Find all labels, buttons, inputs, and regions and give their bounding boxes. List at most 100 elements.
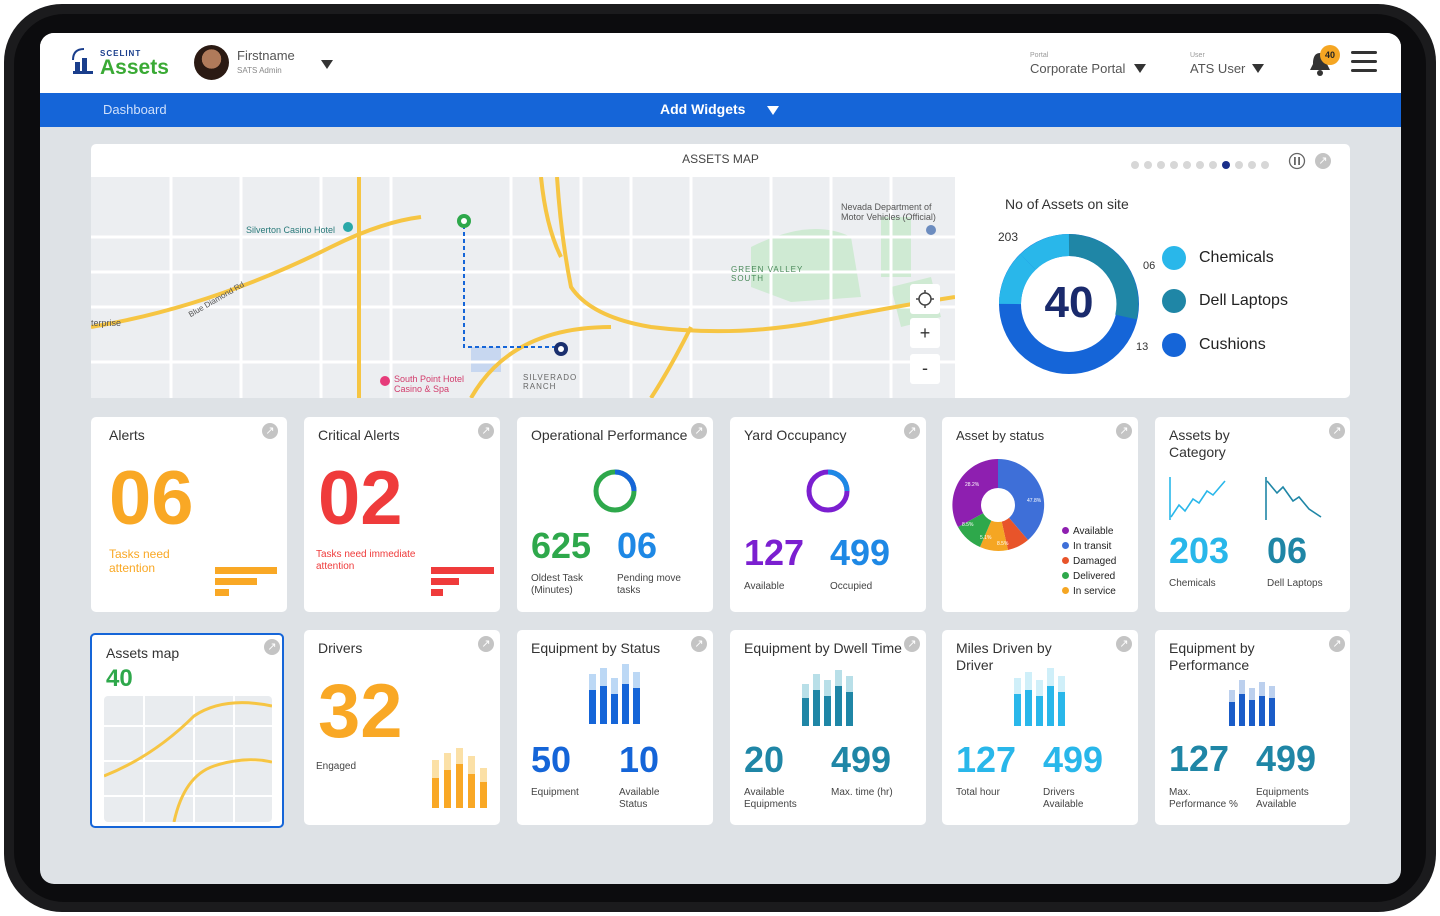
carousel-dot[interactable]: [1144, 161, 1152, 169]
logo-product-text: Assets: [100, 56, 169, 79]
occupied-value: 499: [830, 532, 891, 573]
legend-swatch: [1162, 289, 1186, 313]
zoom-in-button[interactable]: +: [910, 318, 940, 348]
pause-icon[interactable]: [1288, 152, 1306, 170]
legend-chemicals: Chemicals: [1162, 246, 1274, 270]
widget-title: Yard Occupancy: [744, 427, 847, 443]
miles-driven-widget[interactable]: Miles Driven by Driver ↗ 127 499 Total h…: [942, 630, 1138, 825]
legend-label: Available: [1073, 526, 1114, 537]
critical-caption: Tasks need immediate attention: [316, 549, 416, 572]
expand-icon[interactable]: ↗: [1116, 636, 1132, 652]
available-label: Available: [744, 581, 785, 592]
widget-title: Assets map: [106, 645, 180, 661]
carousel-dot[interactable]: [1131, 161, 1139, 169]
carousel-dots[interactable]: [1131, 156, 1274, 174]
bar-chart-icon: [1014, 668, 1065, 726]
menu-icon[interactable]: [1351, 51, 1377, 75]
bar-decor: [431, 567, 494, 574]
available-status-label: Available Status: [619, 787, 660, 810]
equipment-by-status-widget[interactable]: Equipment by Status ↗ 50 10 Equipment Av…: [517, 630, 713, 825]
total-hour-value: 127: [956, 739, 1017, 780]
carousel-dot[interactable]: [1222, 161, 1230, 169]
bar-decor: [431, 578, 459, 585]
trend-down-icon: [1265, 477, 1322, 520]
expand-icon[interactable]: ↗: [264, 639, 280, 655]
widget-title: Equipment by Performance: [1169, 640, 1255, 673]
drivers-widget[interactable]: Drivers ↗ 32 Engaged: [304, 630, 500, 825]
portal-select[interactable]: Corporate Portal: [1030, 61, 1126, 76]
user-select[interactable]: ATS User: [1190, 61, 1246, 76]
expand-icon[interactable]: ↗: [1329, 423, 1345, 439]
chevron-down-icon[interactable]: [1134, 64, 1146, 73]
locate-button[interactable]: [910, 284, 940, 314]
assets-map-count: 40: [106, 665, 133, 692]
max-performance-label: Max. Performance %: [1169, 787, 1238, 810]
bar-decor: [431, 589, 443, 596]
equipments-available-label: Equipments Available: [1256, 787, 1309, 810]
carousel-dot[interactable]: [1157, 161, 1165, 169]
asset-by-status-widget[interactable]: Asset by status ↗ 28.2% 47.8% 8.5% 5.1% …: [942, 417, 1138, 612]
app-logo[interactable]: SCELINT Assets: [68, 43, 178, 83]
zoom-out-button[interactable]: -: [910, 354, 940, 384]
donut-total: 40: [1044, 278, 1094, 327]
operational-performance-widget[interactable]: Operational Performance ↗ 625 06 Oldest …: [517, 417, 713, 612]
equipment-by-dwell-time-widget[interactable]: Equipment by Dwell Time ↗ 20 499 Availab…: [730, 630, 926, 825]
assets-map-view[interactable]: Silverton Casino Hotel Nevada Department…: [91, 177, 955, 398]
critical-alerts-widget[interactable]: Critical Alerts ↗ 02 Tasks need immediat…: [304, 417, 500, 612]
expand-icon[interactable]: ↗: [904, 423, 920, 439]
carousel-dot[interactable]: [1183, 161, 1191, 169]
expand-icon[interactable]: ↗: [691, 636, 707, 652]
expand-icon[interactable]: ↗: [1116, 423, 1132, 439]
expand-icon[interactable]: ↗: [1329, 636, 1345, 652]
bar-chart-icon: [589, 664, 640, 724]
drivers-count: 32: [318, 669, 403, 754]
widget-title: Operational Performance: [531, 427, 688, 443]
expand-icon[interactable]: ↗: [262, 423, 278, 439]
carousel-dot[interactable]: [1248, 161, 1256, 169]
expand-icon[interactable]: ↗: [478, 423, 494, 439]
available-value: 127: [744, 532, 805, 573]
carousel-dot[interactable]: [1261, 161, 1269, 169]
carousel-dot[interactable]: [1196, 161, 1204, 169]
expand-icon[interactable]: ↗: [478, 636, 494, 652]
user-label: User: [1190, 52, 1205, 59]
assets-by-category-widget[interactable]: Assets by Category ↗ 203 06 Chemicals De…: [1155, 417, 1350, 612]
expand-icon[interactable]: ↗: [691, 423, 707, 439]
carousel-dot[interactable]: [1235, 161, 1243, 169]
alerts-widget[interactable]: Alerts ↗ 06 Tasks need attention: [91, 417, 287, 612]
map-pin-icon: [554, 342, 568, 356]
yard-occupancy-widget[interactable]: Yard Occupancy ↗ 127 499 Available Occup…: [730, 417, 926, 612]
chevron-down-icon[interactable]: [767, 106, 779, 115]
chevron-down-icon[interactable]: [321, 60, 333, 69]
widget-title: Miles Driven by Driver: [956, 640, 1052, 673]
avatar[interactable]: [194, 45, 229, 80]
legend-label: In transit: [1073, 541, 1112, 552]
mini-map[interactable]: [104, 696, 272, 822]
slice-label: 5.1%: [980, 535, 992, 541]
profile-role: SATS Admin: [237, 66, 282, 75]
legend-swatch: [1062, 587, 1069, 594]
total-hour-label: Total hour: [956, 787, 1000, 798]
equipment-by-performance-widget[interactable]: Equipment by Performance ↗ 127 499 Max. …: [1155, 630, 1350, 825]
add-widgets-button[interactable]: Add Widgets: [660, 101, 746, 117]
bar-decor: [215, 578, 257, 585]
chemicals-label: Chemicals: [1169, 578, 1216, 589]
breadcrumb[interactable]: Dashboard: [103, 102, 167, 117]
chevron-down-icon[interactable]: [1252, 64, 1264, 73]
expand-icon[interactable]: ↗: [1315, 153, 1331, 169]
carousel-dot[interactable]: [1209, 161, 1217, 169]
drivers-available-value: 499: [1043, 739, 1104, 780]
assets-donut-chart: [999, 234, 1139, 374]
status-pie-chart: [952, 458, 1045, 551]
max-time-label: Max. time (hr): [831, 787, 893, 798]
expand-icon[interactable]: ↗: [904, 636, 920, 652]
equipment-value: 50: [531, 739, 572, 780]
assets-map-widget[interactable]: Assets map ↗ 40: [90, 633, 284, 828]
donut-label-cushions: 13: [1136, 341, 1149, 353]
slice-label: 28.2%: [965, 482, 980, 488]
top-header: SCELINT Assets Firstname SATS Admin Port…: [40, 33, 1401, 93]
carousel-dot[interactable]: [1170, 161, 1178, 169]
app-screen: SCELINT Assets Firstname SATS Admin Port…: [40, 33, 1401, 884]
assets-map-card: ASSETS MAP ↗: [91, 144, 1350, 398]
oldest-task-label: Oldest Task (Minutes): [531, 573, 584, 596]
